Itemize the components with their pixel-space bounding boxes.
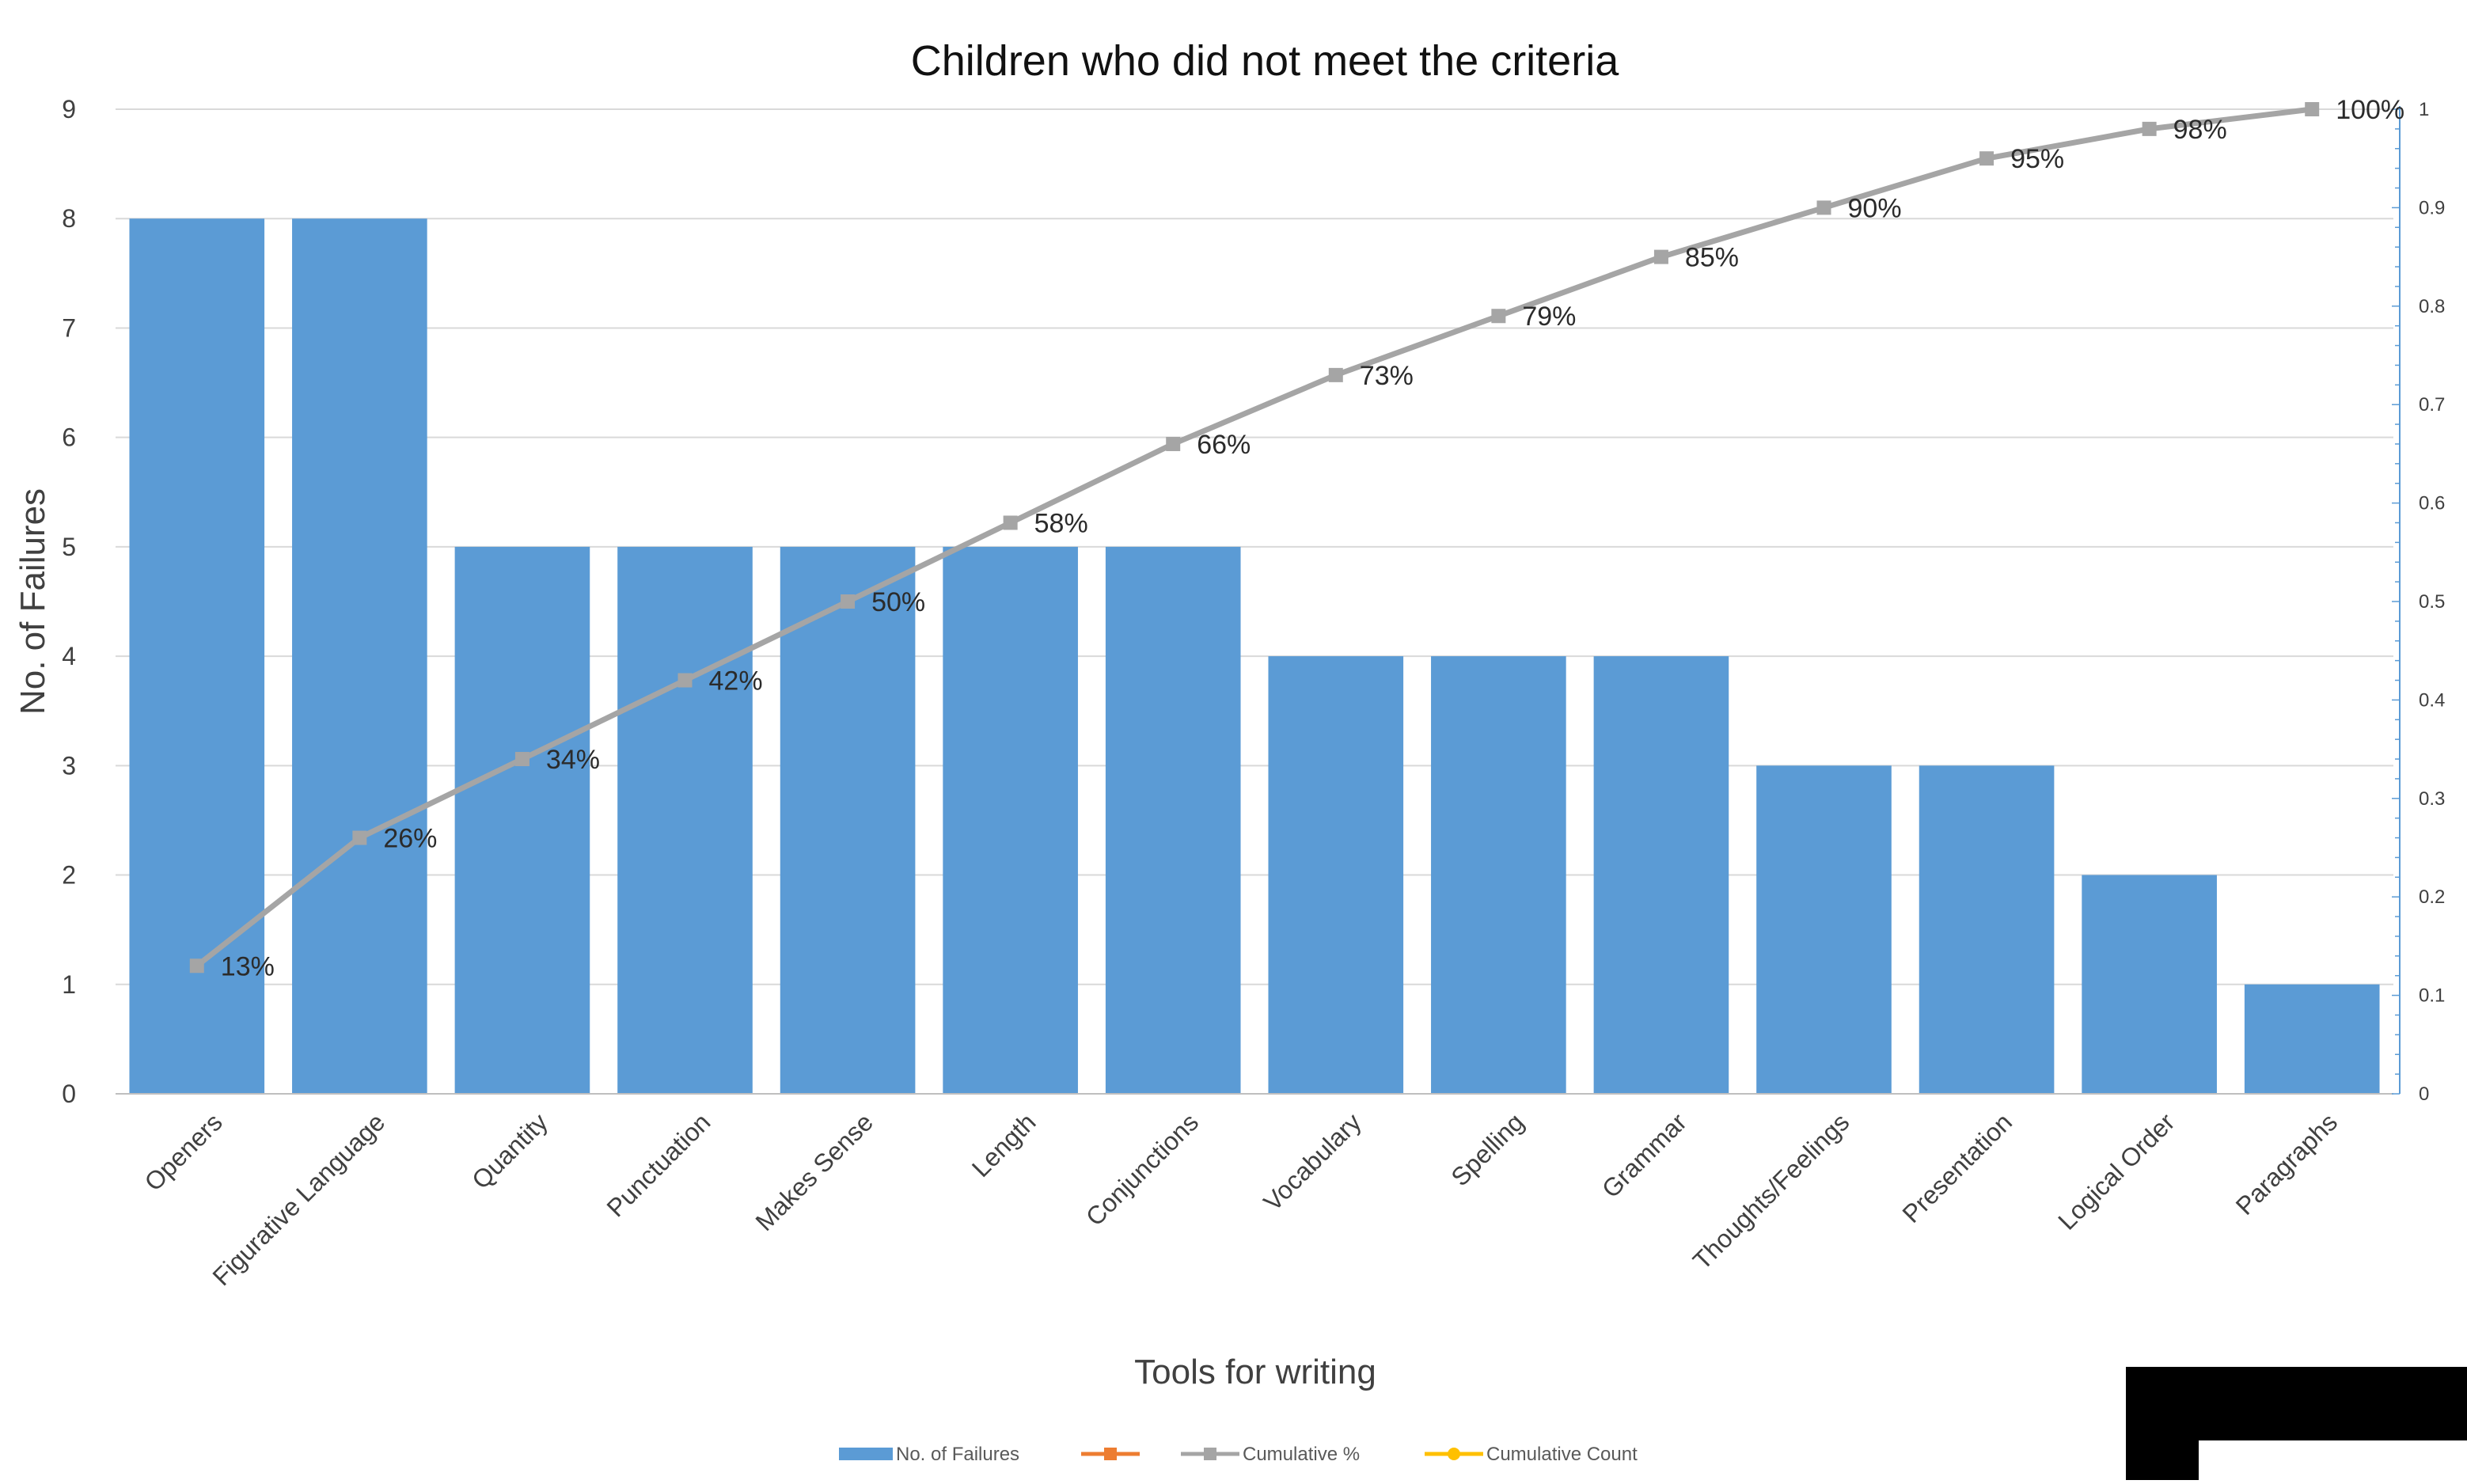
y-tick-label: 1 xyxy=(62,970,76,999)
secondary-y-tick-label: 0.1 xyxy=(2419,985,2445,1007)
category-label: Openers xyxy=(139,1107,227,1196)
legend-label: Cumulative Count xyxy=(1486,1444,1638,1465)
line-marker xyxy=(1491,309,1506,324)
data-label: 95% xyxy=(2010,144,2064,174)
y-tick-label: 5 xyxy=(62,533,76,561)
bar xyxy=(617,546,753,1094)
secondary-y-tick-label: 0.4 xyxy=(2419,689,2445,711)
data-label: 13% xyxy=(221,951,275,981)
data-label: 73% xyxy=(1360,361,1414,391)
secondary-y-tick-label: 1 xyxy=(2419,99,2429,120)
bar xyxy=(292,218,427,1095)
line-marker xyxy=(352,830,367,845)
data-label: 26% xyxy=(383,824,437,854)
data-label: 100% xyxy=(2336,95,2404,125)
chart-title: Children who did not meet the criteria xyxy=(911,37,1619,85)
cumulative-line xyxy=(195,106,2313,969)
secondary-y-tick-label: 0 xyxy=(2419,1084,2429,1105)
category-label: Logical Order xyxy=(2052,1107,2180,1235)
line-marker xyxy=(1653,249,1668,264)
line-marker xyxy=(189,958,204,974)
legend-swatch xyxy=(839,1448,893,1460)
secondary-y-tick-label: 0.7 xyxy=(2419,394,2445,416)
data-label: 34% xyxy=(546,745,600,775)
bar xyxy=(1593,656,1729,1094)
category-label: Makes Sense xyxy=(750,1107,879,1236)
category-label: Conjunctions xyxy=(1080,1107,1204,1231)
y-tick-label: 7 xyxy=(62,313,76,342)
legend-label: No. of Failures xyxy=(896,1444,1019,1465)
secondary-y-tick-label: 0.5 xyxy=(2419,591,2445,613)
overlay-panel xyxy=(2126,1367,2467,1480)
bar xyxy=(1105,546,1241,1094)
bar xyxy=(454,546,590,1094)
data-label: 85% xyxy=(1685,243,1739,273)
bar xyxy=(1268,656,1404,1094)
data-label: 50% xyxy=(871,587,925,617)
bar-series xyxy=(129,218,2380,1095)
data-label: 90% xyxy=(1848,193,1902,223)
line-marker xyxy=(2142,121,2157,136)
line-marker xyxy=(1166,436,1181,451)
bar xyxy=(2082,875,2217,1094)
category-label: Vocabulary xyxy=(1258,1107,1366,1216)
y-tick-label: 9 xyxy=(62,95,76,123)
line-marker xyxy=(1979,151,1994,166)
legend-marker xyxy=(1204,1448,1216,1460)
line-marker xyxy=(841,594,856,609)
secondary-y-tick-label: 0.6 xyxy=(2419,493,2445,514)
line-marker xyxy=(514,752,529,767)
data-label: 42% xyxy=(709,666,763,696)
bar xyxy=(1756,765,1892,1094)
secondary-y-tick-label: 0.2 xyxy=(2419,886,2445,908)
line-marker xyxy=(1003,515,1018,530)
category-label: Paragraphs xyxy=(2230,1107,2343,1220)
bar xyxy=(1431,656,1566,1094)
line-marker xyxy=(1328,367,1343,382)
y-tick-label: 2 xyxy=(62,861,76,890)
category-label: Length xyxy=(966,1107,1042,1182)
category-label: Punctuation xyxy=(601,1107,715,1222)
legend-marker xyxy=(1104,1448,1117,1460)
data-label: 58% xyxy=(1034,508,1088,538)
category-label: Presentation xyxy=(1897,1107,2018,1228)
bar xyxy=(780,546,916,1094)
y-tick-label: 3 xyxy=(62,751,76,780)
y-tick-label: 8 xyxy=(62,204,76,233)
category-label: Spelling xyxy=(1445,1107,1529,1191)
legend-marker xyxy=(1448,1448,1460,1460)
data-label: 98% xyxy=(2173,115,2227,145)
legend-label: Cumulative % xyxy=(1243,1444,1360,1465)
overlay-panel-inner xyxy=(2199,1440,2467,1480)
category-label: Thoughts/Feelings xyxy=(1687,1107,1855,1275)
bar xyxy=(943,546,1078,1094)
bar xyxy=(2244,984,2380,1094)
secondary-y-tick-label: 0.3 xyxy=(2419,788,2445,810)
y-tick-label: 0 xyxy=(62,1080,76,1108)
data-label: 79% xyxy=(1522,302,1576,332)
bar xyxy=(129,218,265,1095)
cumulative-line-series xyxy=(189,102,2320,974)
data-labels: 13% 26% 34% 42% 50% 58% 66% 73% 79% 85% 90% 95% 98% 1… xyxy=(221,95,2404,981)
category-label: Quantity xyxy=(466,1107,553,1194)
category-label: Figurative Language xyxy=(207,1107,391,1291)
legend: No. of Failures Cumulative % Cumulative Co… xyxy=(839,1444,1638,1465)
y-tick-label: 4 xyxy=(62,642,76,670)
line-marker xyxy=(1816,200,1831,215)
line-marker xyxy=(677,673,693,688)
line-marker xyxy=(2305,102,2320,116)
secondary-y-tick-label: 0.9 xyxy=(2419,197,2445,218)
bar xyxy=(1919,765,2055,1094)
secondary-y-tick-label: 0.8 xyxy=(2419,296,2445,317)
y-axis-title: No. of Failures xyxy=(13,488,52,715)
x-axis-title: Tools for writing xyxy=(1134,1353,1376,1391)
data-label: 66% xyxy=(1197,430,1251,460)
category-label: Grammar xyxy=(1596,1107,1692,1203)
y-tick-label: 6 xyxy=(62,423,76,452)
